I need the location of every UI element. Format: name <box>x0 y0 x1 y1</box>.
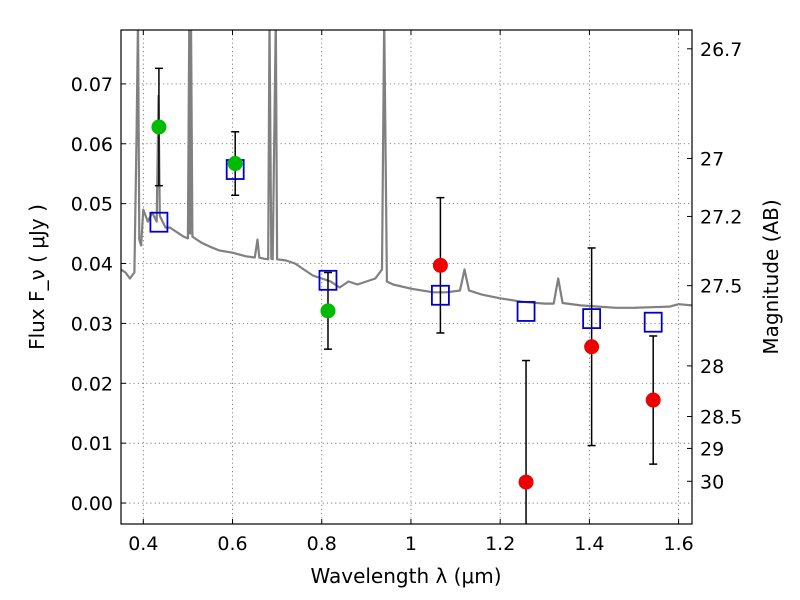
mag-tick-label: 28 <box>700 356 724 378</box>
model-square <box>318 269 338 291</box>
observed-photometry-points <box>151 119 661 490</box>
x-tick-label: 0.6 <box>217 533 247 555</box>
y-tick-label: 0.00 <box>71 493 113 515</box>
x-tick-label: 0.4 <box>128 533 158 555</box>
x-tick-label: 1.2 <box>485 533 515 555</box>
plot-background <box>121 30 692 524</box>
data-point <box>584 339 600 355</box>
model-square <box>516 301 536 322</box>
x-axis-label: Wavelength λ (μm) <box>310 564 501 588</box>
mag-tick-label: 28.5 <box>700 406 742 428</box>
data-point <box>320 303 336 319</box>
y-tick-label: 0.04 <box>71 254 113 276</box>
mag-tick-label: 27.2 <box>700 206 742 228</box>
y-axis-right-label: Magnitude (AB) <box>759 199 783 354</box>
plot-frame <box>120 29 693 525</box>
grid-lines <box>121 30 692 524</box>
data-point <box>151 119 167 135</box>
model-photometry-squares <box>149 159 663 333</box>
y-tick-label: 0.02 <box>71 373 113 395</box>
x-tick-label: 1 <box>405 533 417 555</box>
y-tick-label: 0.01 <box>71 433 113 455</box>
y-axis-label: Flux F_ν ( μJy ) <box>25 204 49 350</box>
mag-tick-label: 27.5 <box>700 276 742 298</box>
model-square <box>643 311 663 333</box>
model-square <box>431 284 450 306</box>
data-point <box>518 474 534 490</box>
mag-tick-label: 26.7 <box>700 39 742 61</box>
y-tick-label: 0.05 <box>71 194 113 216</box>
x-tick-label: 1.6 <box>664 533 694 555</box>
data-point <box>432 257 448 273</box>
y-tick-label: 0.07 <box>71 74 113 96</box>
y-tick-label: 0.03 <box>71 313 113 335</box>
data-point <box>227 156 243 172</box>
mag-tick-label: 30 <box>700 471 724 493</box>
x-tick-label: 0.8 <box>307 533 337 555</box>
y-tick-label: 0.06 <box>71 134 113 156</box>
model-square <box>582 308 602 330</box>
x-tick-label: 1.4 <box>574 533 604 555</box>
data-point <box>645 392 661 408</box>
mag-tick-label: 29 <box>700 438 724 460</box>
axis-ticks: 0.4 0.6 0.8 1 1.2 1.4 1.6 0.00 0.01 0.02 0.03 0.04 0… <box>71 30 742 555</box>
mag-tick-label: 27 <box>700 148 724 170</box>
model-square <box>149 211 169 233</box>
